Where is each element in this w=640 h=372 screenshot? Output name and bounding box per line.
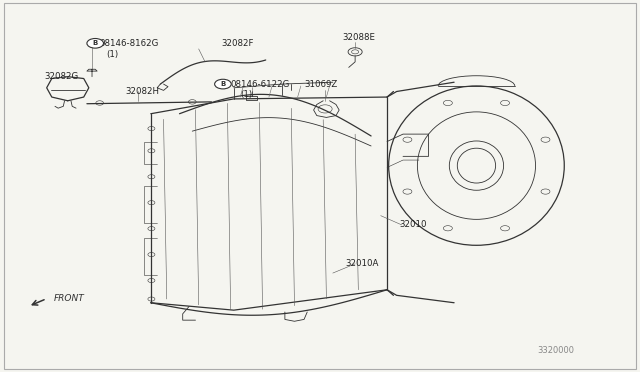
Text: 3320000: 3320000: [538, 346, 575, 355]
Text: (1): (1): [106, 50, 118, 59]
Text: 32082G: 32082G: [44, 72, 78, 81]
Text: B: B: [220, 81, 225, 87]
Text: FRONT: FRONT: [54, 294, 84, 303]
Text: 08146-8162G: 08146-8162G: [100, 39, 159, 48]
Text: 08146-6122G: 08146-6122G: [230, 80, 290, 89]
Text: 32088E: 32088E: [342, 33, 375, 42]
Text: 32010: 32010: [400, 221, 428, 230]
Text: 32082F: 32082F: [221, 39, 253, 48]
Text: 32010A: 32010A: [346, 259, 379, 268]
Text: 32082H: 32082H: [125, 87, 159, 96]
Text: 31069Z: 31069Z: [304, 80, 337, 89]
Text: B: B: [93, 40, 98, 46]
Text: (1): (1): [241, 90, 253, 99]
Circle shape: [87, 38, 104, 48]
Circle shape: [214, 79, 231, 89]
